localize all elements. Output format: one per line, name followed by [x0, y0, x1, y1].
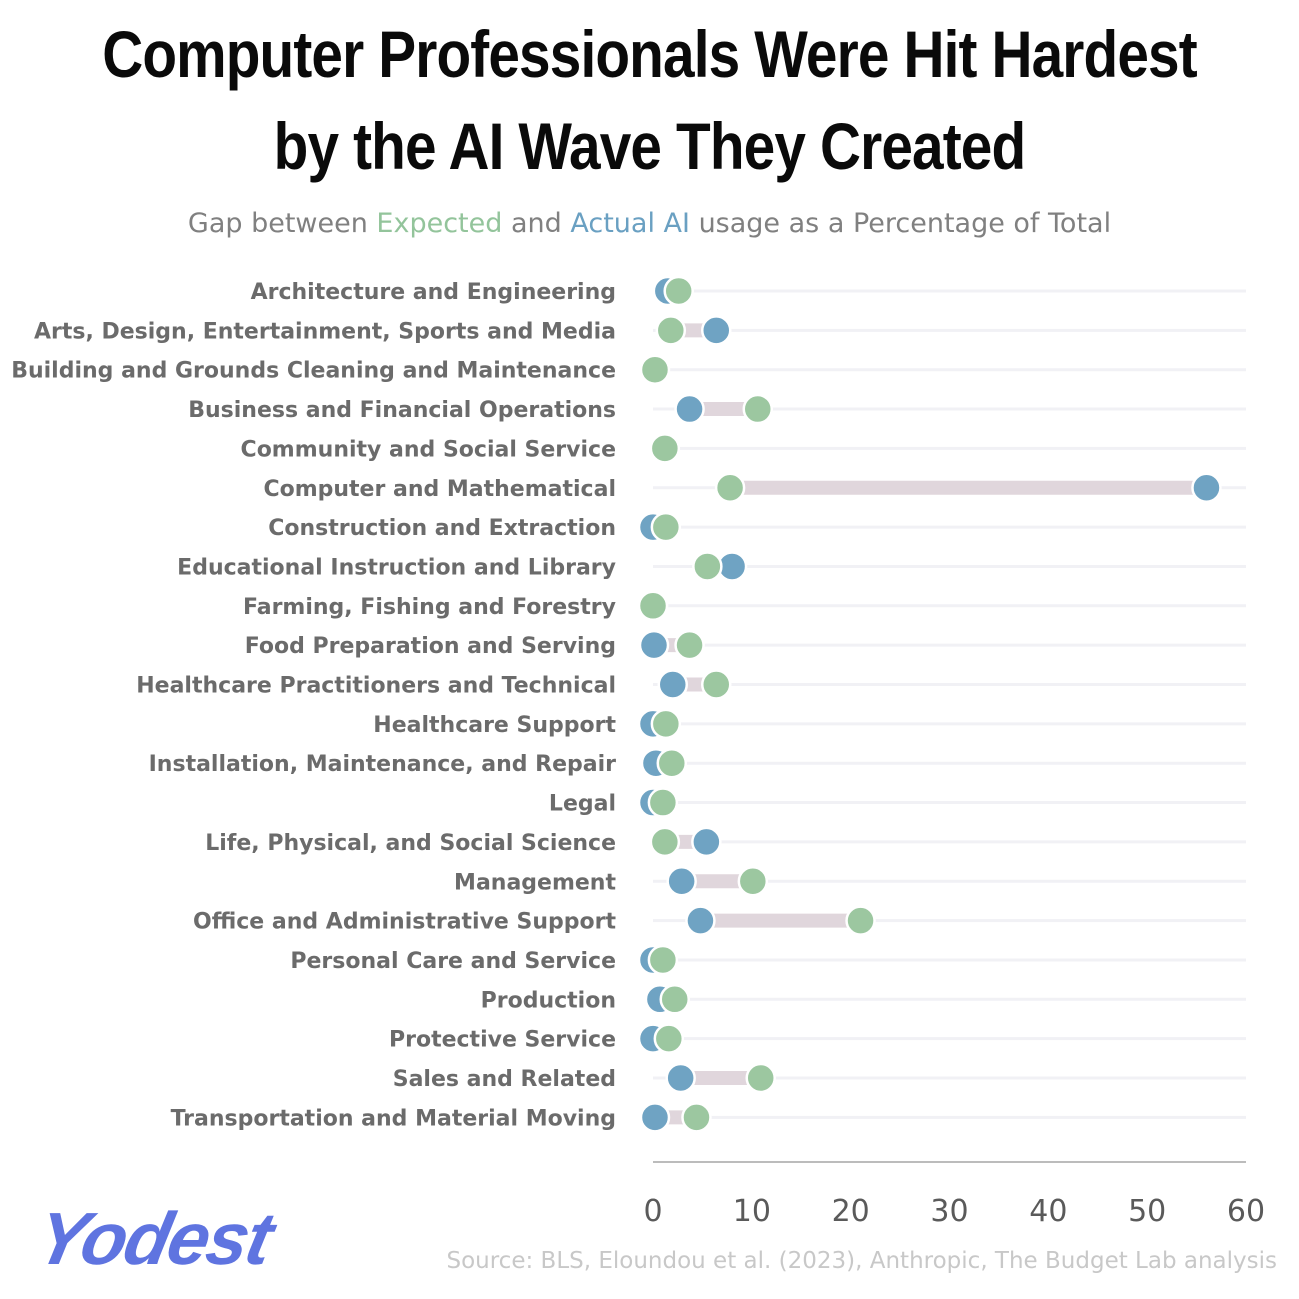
- category-label: Office and Administrative Support: [193, 910, 616, 935]
- x-tick-label: 20: [832, 1194, 870, 1229]
- category-label: Building and Grounds Cleaning and Mainte…: [11, 359, 616, 384]
- category-label: Architecture and Engineering: [251, 280, 616, 305]
- expected-point: [653, 1023, 685, 1054]
- expected-point: [742, 393, 774, 425]
- chart-title: Computer Professionals Were Hit Hardest …: [91, 8, 1208, 192]
- expected-point: [655, 315, 687, 346]
- category-label: Business and Financial Operations: [188, 398, 616, 423]
- category-label: Farming, Fishing and Forestry: [243, 595, 616, 620]
- category-label: Life, Physical, and Social Science: [205, 831, 616, 856]
- title-line-2: by the AI Wave They Created: [273, 109, 1027, 183]
- actual-point: [638, 629, 670, 661]
- category-labels: Architecture and Engineering Arts, Design…: [11, 280, 616, 1131]
- title-line-1: Computer Professionals Were Hit Hardest: [102, 17, 1197, 91]
- category-label: Community and Social Service: [241, 437, 616, 462]
- subtitle-suffix: usage as a Percentage of Total: [689, 208, 1112, 239]
- expected-point: [656, 747, 688, 779]
- category-label: Legal: [549, 792, 616, 817]
- category-label: Arts, Design, Entertainment, Sports and …: [34, 319, 616, 344]
- actual-point: [665, 1062, 696, 1094]
- expected-point: [649, 433, 681, 464]
- category-label: Protective Service: [389, 1028, 616, 1053]
- expected-point: [647, 944, 679, 976]
- actual-point: [657, 669, 689, 700]
- expected-point: [737, 866, 769, 897]
- expected-point: [650, 511, 682, 543]
- expected-point: [637, 590, 669, 622]
- subtitle-expected-legend: Expected: [376, 208, 503, 239]
- subtitle-mid: and: [502, 208, 571, 239]
- x-tick-label: 0: [643, 1194, 662, 1229]
- source-note: Source: BLS, Eloundou et al. (2023), Ant…: [446, 1248, 1277, 1274]
- chart-subtitle: Gap between Expected and Actual AI usage…: [0, 208, 1299, 239]
- expected-point: [659, 984, 690, 1015]
- x-tick-label: 30: [930, 1194, 968, 1229]
- category-label: Transportation and Material Moving: [171, 1106, 616, 1131]
- expected-point: [714, 472, 746, 503]
- expected-point: [745, 1062, 776, 1094]
- actual-point: [666, 866, 697, 897]
- expected-point: [674, 629, 705, 661]
- category-label: Production: [481, 988, 616, 1013]
- expected-point: [701, 669, 732, 700]
- expected-point: [650, 708, 682, 740]
- category-label: Computer and Mathematical: [263, 477, 616, 502]
- expected-point: [681, 1102, 712, 1133]
- subtitle-prefix: Gap between: [187, 208, 377, 239]
- x-tick-label: 10: [733, 1194, 771, 1229]
- expected-point: [649, 826, 681, 858]
- actual-point: [674, 393, 705, 425]
- expected-point: [663, 275, 694, 307]
- category-label: Management: [454, 870, 616, 895]
- actual-point: [691, 826, 722, 858]
- x-tick-labels: 0 10 20 30 40 50 60: [643, 1194, 1265, 1229]
- actual-point: [701, 315, 732, 346]
- category-label: Personal Care and Service: [290, 949, 616, 974]
- actual-point: [639, 1102, 671, 1133]
- category-label: Construction and Extraction: [268, 516, 616, 541]
- actual-point: [1191, 472, 1222, 503]
- x-tick-label: 50: [1128, 1194, 1166, 1229]
- category-label: Healthcare Support: [373, 713, 616, 738]
- x-tick-label: 40: [1029, 1194, 1067, 1229]
- category-label: Educational Instruction and Library: [177, 555, 616, 580]
- subtitle-actual-legend: Actual AI: [570, 208, 690, 239]
- category-label: Sales and Related: [393, 1067, 616, 1092]
- category-label: Healthcare Practitioners and Technical: [136, 674, 616, 699]
- expected-point: [692, 551, 723, 582]
- yodest-logo: Yodest: [29, 1197, 279, 1280]
- expected-point: [647, 787, 679, 818]
- data-points: [637, 275, 1222, 1133]
- expected-point: [845, 905, 876, 936]
- x-tick-label: 60: [1227, 1194, 1265, 1229]
- expected-point: [639, 354, 671, 385]
- category-label: Food Preparation and Serving: [245, 634, 616, 659]
- category-label: Installation, Maintenance, and Repair: [149, 752, 617, 777]
- actual-point: [685, 905, 716, 936]
- connectors: [653, 284, 1207, 1125]
